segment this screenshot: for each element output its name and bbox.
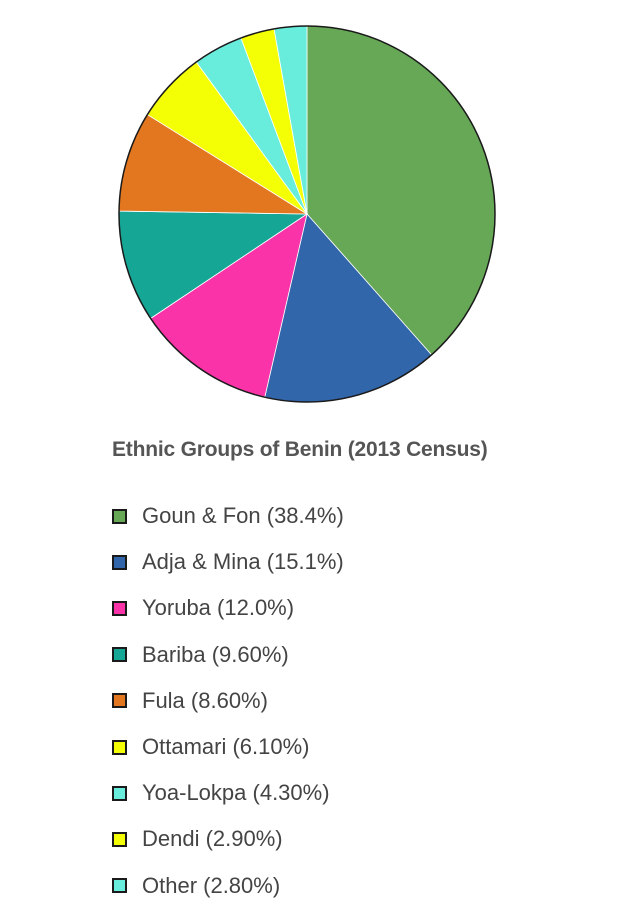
legend-label-5: Ottamari (6.10%): [142, 734, 310, 760]
legend-label-0: Goun & Fon (38.4%): [142, 503, 344, 529]
pie-outline: [118, 25, 496, 403]
legend-label-7: Dendi (2.90%): [142, 826, 283, 852]
legend-swatch-0: [112, 508, 127, 524]
legend-swatch-4: [112, 693, 127, 709]
legend-item-1: Adja & Mina (15.1%): [112, 539, 344, 585]
legend-item-6: Yoa-Lokpa (4.30%): [112, 770, 344, 816]
legend-swatch-3: [112, 647, 127, 663]
chart-legend: Goun & Fon (38.4%) Adja & Mina (15.1%) Yor…: [112, 493, 344, 909]
chart-title: Ethnic Groups of Benin (2013 Census): [112, 438, 488, 461]
legend-swatch-2: [112, 600, 127, 616]
legend-label-2: Yoruba (12.0%): [142, 595, 295, 621]
legend-item-8: Other (2.80%): [112, 863, 344, 909]
legend-label-1: Adja & Mina (15.1%): [142, 549, 344, 575]
legend-label-6: Yoa-Lokpa (4.30%): [142, 780, 330, 806]
legend-item-4: Fula (8.60%): [112, 678, 344, 724]
legend-swatch-1: [112, 554, 127, 570]
legend-label-4: Fula (8.60%): [142, 687, 268, 713]
legend-item-7: Dendi (2.90%): [112, 816, 344, 862]
legend-item-3: Bariba (9.60%): [112, 632, 344, 678]
pie-chart: [0, 0, 622, 420]
legend-item-0: Goun & Fon (38.4%): [112, 493, 344, 539]
legend-swatch-6: [112, 785, 127, 801]
pie-chart-svg: [118, 25, 496, 403]
legend-swatch-8: [112, 878, 127, 894]
legend-label-3: Bariba (9.60%): [142, 641, 289, 667]
legend-swatch-5: [112, 739, 127, 755]
legend-item-2: Yoruba (12.0%): [112, 585, 344, 631]
legend-item-5: Ottamari (6.10%): [112, 724, 344, 770]
legend-swatch-7: [112, 831, 127, 847]
legend-label-8: Other (2.80%): [142, 872, 281, 898]
